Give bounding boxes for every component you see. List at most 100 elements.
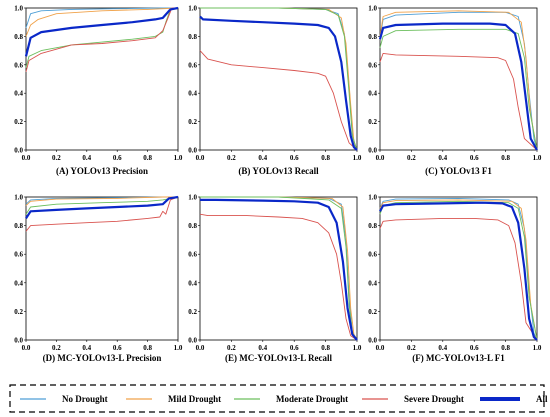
y-tick-label: 0.0	[368, 337, 377, 345]
series-line-severe-drought	[199, 50, 358, 151]
x-tick-label: 0.6	[113, 344, 122, 352]
x-tick-label: 0.2	[407, 344, 416, 352]
y-tick-label: 0.6	[188, 61, 197, 69]
panel-caption: (A) YOLOv13 Precision	[56, 166, 148, 176]
y-tick-label: 0.4	[188, 279, 197, 287]
y-tick-label: 1.0	[368, 5, 377, 13]
chart-panel: 0.0 0.2 0.4 0.6 0.8 1.0 0.0 0.2 0.4 0.6 0.8 1.0 (B) …	[188, 5, 362, 177]
panel-caption: (D) MC-YOLOv13-L Precision	[43, 353, 162, 363]
legend-label: All	[536, 394, 548, 404]
x-tick-label: 1.0	[174, 154, 183, 162]
y-tick-label: 0.0	[14, 337, 23, 345]
y-tick-label: 0.2	[368, 118, 377, 126]
plot-frame	[379, 7, 538, 151]
x-tick-label: 0.8	[143, 344, 152, 352]
chart-panel: 0.0 0.2 0.4 0.6 0.8 1.0 0.0 0.2 0.4 0.6 0.8 1.0 (E) …	[188, 194, 362, 364]
y-tick-label: 0.0	[188, 147, 197, 155]
y-tick-label: 0.6	[188, 251, 197, 259]
y-tick-label: 0.2	[14, 308, 23, 316]
x-tick-label: 1.0	[533, 154, 542, 162]
chart-panel: 0.0 0.2 0.4 0.6 0.8 1.0 0.0 0.2 0.4 0.6 0.8 1.0 (A) …	[14, 5, 183, 177]
series-line-severe-drought	[199, 213, 358, 341]
y-tick-label: 0.0	[14, 147, 23, 155]
series-line-all	[24, 6, 179, 57]
x-tick-label: 0.6	[290, 154, 299, 162]
x-tick-label: 0.8	[321, 344, 330, 352]
y-tick-label: 0.0	[188, 337, 197, 345]
x-tick-label: 0.6	[470, 154, 479, 162]
plot-frame	[379, 196, 538, 341]
y-tick-label: 0.4	[14, 279, 23, 287]
x-tick-label: 0.0	[196, 154, 205, 162]
x-tick-label: 1.0	[353, 154, 362, 162]
y-tick-label: 0.4	[188, 90, 197, 98]
y-tick-label: 0.8	[188, 33, 197, 41]
x-tick-label: 0.6	[113, 154, 122, 162]
panel-caption: (C) YOLOv13 F1	[425, 166, 492, 176]
series-line-no-drought	[200, 7, 358, 151]
legend-label: Moderate Drought	[276, 394, 348, 404]
series-line-all	[25, 195, 179, 219]
x-tick-label: 0.2	[227, 154, 236, 162]
y-tick-label: 1.0	[188, 194, 197, 202]
x-tick-label: 0.4	[258, 154, 267, 162]
series-line-severe-drought	[25, 7, 178, 73]
y-tick-label: 0.2	[188, 308, 197, 316]
series-line-mild-drought	[200, 7, 358, 151]
chart-panel: 0.0 0.2 0.4 0.6 0.8 1.0 0.0 0.2 0.4 0.6 0.8 1.0 (C) …	[368, 5, 542, 177]
y-tick-label: 0.6	[368, 251, 377, 259]
series-line-moderate-drought	[25, 196, 179, 215]
x-tick-label: 0.8	[321, 154, 330, 162]
series-line-no-drought	[25, 7, 178, 29]
series-line-severe-drought	[379, 52, 538, 151]
x-tick-label: 0.4	[438, 154, 447, 162]
y-tick-label: 0.4	[368, 90, 377, 98]
series-line-mild-drought	[379, 10, 538, 151]
y-tick-label: 1.0	[14, 194, 23, 202]
legend: No Drought Mild Drought Moderate Drought Se…	[9, 384, 548, 413]
x-tick-label: 0.4	[82, 344, 91, 352]
y-tick-label: 0.4	[14, 90, 23, 98]
x-tick-label: 1.0	[353, 344, 362, 352]
y-tick-label: 1.0	[368, 194, 377, 202]
y-tick-label: 0.6	[14, 61, 23, 69]
series-line-all	[200, 198, 358, 341]
chart-grid: 0.0 0.2 0.4 0.6 0.8 1.0 0.0 0.2 0.4 0.6 0.8 1.0 (A) …	[14, 5, 542, 364]
x-tick-label: 0.2	[52, 154, 61, 162]
series-line-severe-drought	[25, 196, 179, 232]
series-line-severe-drought	[379, 217, 538, 341]
series-line-mild-drought	[25, 196, 178, 206]
x-tick-label: 0.8	[501, 154, 510, 162]
x-tick-label: 0.6	[290, 344, 299, 352]
legend-label: Severe Drought	[404, 394, 464, 404]
y-tick-label: 0.6	[368, 61, 377, 69]
x-tick-label: 0.0	[376, 344, 385, 352]
x-tick-label: 0.6	[470, 344, 479, 352]
series-line-all	[199, 15, 358, 151]
y-tick-label: 0.8	[368, 222, 377, 230]
series-line-mild-drought	[379, 199, 538, 341]
y-tick-label: 0.2	[14, 118, 23, 126]
y-tick-label: 1.0	[14, 5, 23, 13]
series-line-moderate-drought	[200, 7, 358, 151]
y-tick-label: 0.8	[368, 33, 377, 41]
legend-label: Mild Drought	[168, 394, 221, 404]
panel-caption: (B) YOLOv13 Recall	[238, 166, 319, 176]
panel-caption: (E) MC-YOLOv13-L Recall	[225, 353, 332, 363]
x-tick-label: 0.8	[143, 154, 152, 162]
series-line-moderate-drought	[379, 28, 538, 151]
series-line-all	[379, 201, 538, 341]
x-tick-label: 1.0	[533, 344, 542, 352]
x-tick-label: 1.0	[174, 344, 183, 352]
y-tick-label: 1.0	[188, 5, 197, 13]
series-line-moderate-drought	[379, 200, 538, 341]
series-line-moderate-drought	[25, 7, 179, 68]
y-tick-label: 0.2	[188, 118, 197, 126]
x-tick-label: 0.2	[227, 344, 236, 352]
x-tick-label: 0.4	[258, 344, 267, 352]
y-tick-label: 0.8	[188, 222, 197, 230]
y-tick-label: 0.0	[368, 147, 377, 155]
x-tick-label: 0.8	[501, 344, 510, 352]
x-tick-label: 0.0	[376, 154, 385, 162]
chart-panel: 0.0 0.2 0.4 0.6 0.8 1.0 0.0 0.2 0.4 0.6 0.8 1.0 (D) …	[14, 194, 183, 364]
